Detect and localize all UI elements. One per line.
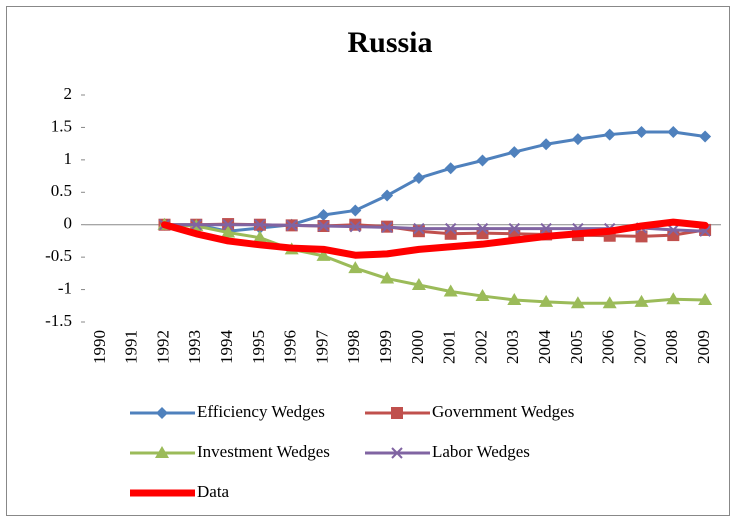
point [222, 219, 234, 231]
x-tick-label: 2003 [503, 330, 522, 364]
legend-label: Government Wedges [432, 402, 574, 421]
point [667, 224, 680, 236]
point [570, 296, 585, 309]
series [161, 218, 709, 259]
point [476, 222, 489, 235]
x-tick-label: 2008 [662, 330, 681, 364]
y-tick-label: -0.5 [45, 246, 72, 265]
x-tick-label: 1997 [312, 330, 331, 365]
point [444, 162, 457, 175]
x-tick-label: 2001 [440, 330, 459, 364]
point [254, 219, 266, 231]
x-tick-label: 2007 [630, 330, 649, 365]
point [635, 125, 648, 138]
point [156, 407, 168, 419]
x-tick-label: 1995 [249, 330, 268, 364]
x-tick-label: 1998 [344, 330, 363, 364]
point [413, 222, 425, 235]
point [252, 230, 267, 243]
point [317, 208, 330, 221]
x-tick-label: 1990 [90, 330, 109, 364]
point [380, 271, 395, 284]
y-tick-label: 2 [64, 84, 73, 103]
point [508, 222, 521, 235]
point [411, 278, 426, 291]
x-tick-label: 2005 [567, 330, 586, 364]
x-tick-label: 2002 [471, 330, 490, 364]
point [155, 446, 169, 458]
x-tick-label: 2006 [599, 330, 618, 364]
y-tick-label: -1 [58, 278, 72, 297]
point [190, 219, 203, 231]
point [699, 130, 712, 143]
point [412, 172, 425, 185]
point [349, 204, 362, 217]
point [349, 218, 362, 231]
point [285, 219, 298, 232]
series-line [161, 218, 709, 259]
series-line [163, 223, 707, 305]
y-tick-label: 1.5 [51, 116, 72, 135]
point [476, 154, 489, 167]
point [443, 284, 458, 297]
point [539, 294, 554, 307]
point [540, 222, 552, 235]
point [381, 221, 393, 234]
x-tick-label: 1999 [376, 330, 395, 364]
point [667, 125, 680, 138]
legend-label: Data [197, 482, 230, 501]
y-tick-label: 1 [64, 149, 73, 168]
point [391, 447, 403, 459]
point [540, 138, 553, 151]
point [475, 289, 490, 302]
legend-label: Efficiency Wedges [197, 402, 325, 421]
point [635, 230, 648, 243]
x-tick-label: 2004 [535, 330, 554, 365]
point [476, 227, 489, 240]
x-tick-label: 1994 [217, 330, 236, 365]
point [698, 292, 713, 305]
legend-label: Labor Wedges [432, 442, 530, 461]
chart-title: Russia [347, 26, 432, 59]
point [602, 296, 617, 309]
x-tick-label: 1991 [122, 330, 141, 364]
point [349, 220, 362, 233]
x-tick-label: 1992 [153, 330, 172, 364]
x-tick-label: 1996 [281, 330, 300, 364]
point [666, 292, 681, 305]
point [507, 292, 522, 305]
point [508, 146, 521, 159]
point [221, 225, 236, 238]
x-tick-label: 1993 [185, 330, 204, 364]
point [348, 261, 363, 274]
point [603, 128, 616, 141]
point [391, 407, 403, 419]
x-tick-label: 2000 [408, 330, 427, 364]
point [317, 220, 330, 232]
chart-border [6, 6, 730, 516]
legend-label: Investment Wedges [197, 442, 330, 461]
point [444, 222, 457, 235]
point [634, 294, 649, 307]
point [571, 133, 584, 146]
x-tick-label: 2009 [694, 330, 713, 364]
y-tick-label: -1.5 [45, 311, 72, 330]
y-tick-label: 0 [64, 214, 73, 233]
y-tick-label: 0.5 [51, 181, 72, 200]
point [316, 248, 331, 261]
point [381, 189, 394, 202]
